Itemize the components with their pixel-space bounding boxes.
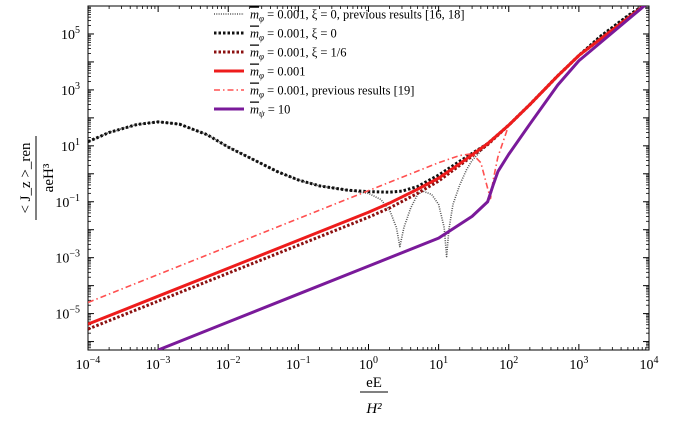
plot-frame [87,5,650,351]
x-tick-label: 10−3 [146,355,171,373]
y-tick-label: 10−3 [55,249,80,267]
x-tick-label: 10−2 [216,355,241,373]
series-line-4 [88,6,645,304]
legend-label: mψ = 10 [250,103,290,119]
legend-label: mφ = 0.001, previous results [19] [250,84,414,100]
x-axis-label-denominator: H² [365,401,382,417]
legend-entry-5: mψ = 10 [214,103,290,119]
y-axis-label-denominator: aeH³ [41,163,57,192]
y-tick-label: 105 [61,25,80,43]
x-tick-label: 10−1 [286,355,311,373]
x-tick-label: 101 [429,355,448,373]
legend: mφ = 0.001, ξ = 0, previous results [16,… [214,8,465,119]
y-axis-label: < J_z >_ren aeH³ [18,136,57,220]
x-tick-label: 10−4 [76,355,101,373]
x-tick-label: 103 [569,355,588,373]
y-axis-label-numerator: < J_z >_ren [18,142,34,214]
series-line-1 [88,6,646,194]
series-layer [88,6,647,350]
y-tick-label: 10−5 [55,305,80,323]
x-tick-label: 102 [499,355,518,373]
legend-label: mφ = 0.001, ξ = 1/6 [250,46,347,62]
axis-ticks [87,5,650,351]
series-line-5 [157,6,647,350]
series-line-3 [88,6,647,326]
legend-entry-0: mφ = 0.001, ξ = 0, previous results [16,… [214,8,465,24]
legend-entry-1: mφ = 0.001, ξ = 0 [214,27,337,43]
x-axis-label-numerator: eE [366,375,382,391]
x-tick-label: 104 [640,355,659,373]
x-tick-label: 100 [359,355,378,373]
legend-label: mφ = 0.001, ξ = 0, previous results [16,… [250,8,465,24]
legend-entry-3: mφ = 0.001 [214,65,305,81]
legend-label: mφ = 0.001, ξ = 0 [250,27,337,43]
legend-entry-2: mφ = 0.001, ξ = 1/6 [214,46,347,62]
y-tick-label: 103 [61,81,80,99]
series-line-2 [88,6,647,331]
legend-label: mφ = 0.001 [250,65,305,81]
axis-tick-labels: 10−4 10−3 10−2 10−1 100 101 102 103 104 10−5 10−3 1… [55,25,658,373]
y-tick-label: 101 [61,137,80,155]
x-axis-label: eE H² [360,375,388,417]
y-tick-label: 10−1 [55,193,80,211]
legend-entry-4: mφ = 0.001, previous results [19] [214,84,414,100]
